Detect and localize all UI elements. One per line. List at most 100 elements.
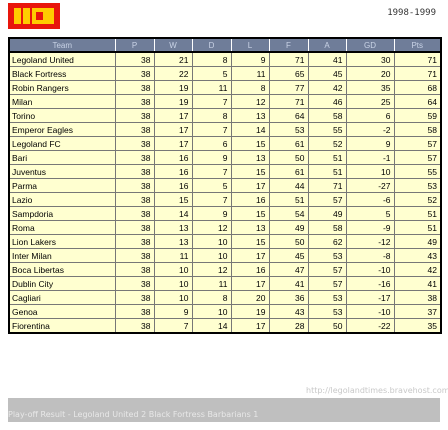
played-cell: 38 — [114, 234, 155, 249]
won-cell: 19 — [153, 94, 193, 109]
for-cell: 65 — [268, 66, 309, 81]
drawn-cell: 6 — [191, 136, 232, 151]
for-cell: 53 — [268, 122, 309, 137]
goal-difference-cell: 10 — [345, 164, 395, 179]
against-cell: 55 — [307, 122, 347, 137]
team-name-cell: Sampdoria — [8, 206, 116, 221]
won-cell: 9 — [153, 304, 193, 319]
lost-cell: 17 — [230, 318, 270, 334]
lost-cell: 15 — [230, 234, 270, 249]
lego-logo — [8, 3, 60, 29]
played-cell: 38 — [114, 136, 155, 151]
drawn-cell: 10 — [191, 248, 232, 263]
team-name-cell: Legoland United — [8, 51, 116, 67]
team-name-cell: Parma — [8, 178, 116, 193]
team-name-cell: Bari — [8, 150, 116, 165]
won-cell: 7 — [153, 318, 193, 334]
against-cell: 42 — [307, 80, 347, 95]
team-name-cell: Inter Milan — [8, 248, 116, 263]
team-name-cell: Emperor Eagles — [8, 122, 116, 137]
lost-cell: 19 — [230, 304, 270, 319]
points-cell: 71 — [393, 51, 442, 67]
played-cell: 38 — [114, 164, 155, 179]
goal-difference-cell: 35 — [345, 80, 395, 95]
team-name-cell: Dublin City — [8, 276, 116, 291]
points-cell: 49 — [393, 234, 442, 249]
season-label: 1998-1999 — [387, 8, 436, 18]
goal-difference-cell: -6 — [345, 192, 395, 207]
won-cell: 16 — [153, 178, 193, 193]
for-cell: 50 — [268, 150, 309, 165]
for-cell: 44 — [268, 178, 309, 193]
table-row: Bari 38 16 9 13 50 51 -1 57 — [8, 150, 442, 165]
drawn-cell: 5 — [191, 178, 232, 193]
against-cell: 49 — [307, 206, 347, 221]
played-cell: 38 — [114, 220, 155, 235]
drawn-cell: 11 — [191, 80, 232, 95]
team-name-cell: Roma — [8, 220, 116, 235]
won-cell: 17 — [153, 122, 193, 137]
table-header-row: Team P W D L F A GD Pts — [8, 37, 442, 53]
won-cell: 14 — [153, 206, 193, 221]
points-cell: 51 — [393, 206, 442, 221]
column-header-drawn: D — [191, 37, 232, 53]
played-cell: 38 — [114, 192, 155, 207]
lost-cell: 13 — [230, 220, 270, 235]
won-cell: 10 — [153, 276, 193, 291]
against-cell: 46 — [307, 94, 347, 109]
drawn-cell: 8 — [191, 290, 232, 305]
team-name-cell: Lion Lakers — [8, 234, 116, 249]
for-cell: 28 — [268, 318, 309, 334]
points-cell: 38 — [393, 290, 442, 305]
footer-bar: Play-off Result - Legoland United 2 Blac… — [8, 398, 440, 422]
table-row: Legoland FC 38 17 6 15 61 52 9 57 — [8, 136, 442, 151]
won-cell: 10 — [153, 262, 193, 277]
played-cell: 38 — [114, 51, 155, 67]
table-row: Boca Libertas 38 10 12 16 47 57 -10 42 — [8, 262, 442, 277]
lost-cell: 17 — [230, 248, 270, 263]
goal-difference-cell: -22 — [345, 318, 395, 334]
against-cell: 57 — [307, 192, 347, 207]
played-cell: 38 — [114, 262, 155, 277]
column-header-points: Pts — [393, 37, 442, 53]
lost-cell: 15 — [230, 206, 270, 221]
goal-difference-cell: -8 — [345, 248, 395, 263]
won-cell: 15 — [153, 192, 193, 207]
goal-difference-cell: -2 — [345, 122, 395, 137]
for-cell: 45 — [268, 248, 309, 263]
won-cell: 17 — [153, 108, 193, 123]
played-cell: 38 — [114, 122, 155, 137]
team-name-cell: Fiorentina — [8, 318, 116, 334]
goal-difference-cell: 25 — [345, 94, 395, 109]
points-cell: 43 — [393, 248, 442, 263]
lost-cell: 11 — [230, 66, 270, 81]
table-row: Juventus 38 16 7 15 61 51 10 55 — [8, 164, 442, 179]
team-name-cell: Lazio — [8, 192, 116, 207]
drawn-cell: 7 — [191, 164, 232, 179]
points-cell: 41 — [393, 276, 442, 291]
played-cell: 38 — [114, 304, 155, 319]
for-cell: 77 — [268, 80, 309, 95]
against-cell: 41 — [307, 51, 347, 67]
drawn-cell: 8 — [191, 51, 232, 67]
drawn-cell: 8 — [191, 108, 232, 123]
league-table: Team P W D L F A GD Pts Legoland United 3… — [8, 37, 442, 334]
column-header-played: P — [114, 37, 155, 53]
against-cell: 53 — [307, 304, 347, 319]
team-name-cell: Torino — [8, 108, 116, 123]
against-cell: 53 — [307, 248, 347, 263]
goal-difference-cell: -1 — [345, 150, 395, 165]
lost-cell: 15 — [230, 164, 270, 179]
table-row: Inter Milan 38 11 10 17 45 53 -8 43 — [8, 248, 442, 263]
played-cell: 38 — [114, 248, 155, 263]
for-cell: 41 — [268, 276, 309, 291]
drawn-cell: 9 — [191, 150, 232, 165]
won-cell: 16 — [153, 150, 193, 165]
against-cell: 51 — [307, 150, 347, 165]
table-row: Roma 38 13 12 13 49 58 -9 51 — [8, 220, 442, 235]
drawn-cell: 9 — [191, 206, 232, 221]
team-name-cell: Robin Rangers — [8, 80, 116, 95]
played-cell: 38 — [114, 318, 155, 334]
drawn-cell: 7 — [191, 192, 232, 207]
goal-difference-cell: -27 — [345, 178, 395, 193]
